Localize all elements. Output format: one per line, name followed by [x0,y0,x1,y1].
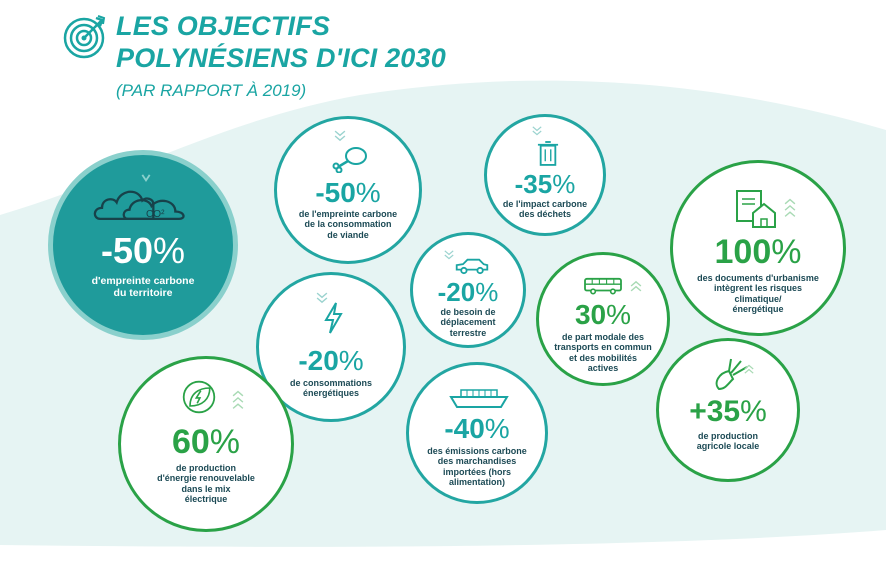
renewable-energy-leaf-icon [182,380,216,414]
meat-icon [332,147,367,173]
target-description: de production d'énergie renouvelable dan… [157,463,255,505]
target-value: -50% [315,177,381,208]
chevrons-up-icon [784,198,796,217]
lightning-icon [324,302,343,334]
target-value: 30% [574,299,632,330]
page-title-line-2: POLYNÉSIENS D'ICI 2030 [116,43,446,73]
page-subtitle: (PAR RAPPORT À 2019) [116,81,307,100]
target-imported-goods-emissions: -40% des émissions carbone des marchandi… [406,362,548,504]
target-description: d'empreinte carbone du territoire [91,275,195,300]
target-value: -20% [298,345,364,376]
target-value: -20% [437,277,499,307]
trash-can-icon [537,141,559,166]
ship-icon [449,389,509,408]
chevrons-down-icon [444,250,454,260]
car-icon [455,258,489,275]
target-description: des documents d'urbanisme intègrent les … [697,273,819,315]
target-value: -35% [514,169,576,199]
target-description: des émissions carbone des marchandises i… [427,446,527,488]
chevrons-down-icon [334,130,346,142]
target-public-transport-share: 30% de part modale des transports en com… [536,252,670,386]
target-description: de consommations énergétiques [289,378,372,399]
target-waste-impact: -35% de l'impact carbone des déchets [484,114,606,236]
target-description: de part modale des transports en commun … [554,332,652,374]
chevrons-down-icon [316,292,328,304]
target-meat-consumption: -50% de l'empreinte carbone de la consom… [274,116,422,264]
cloud-co2-icon: CO² [93,174,185,220]
target-description: de l'impact carbone des déchets [502,199,588,220]
target-icon [63,15,106,59]
chevrons-up-icon [232,390,244,409]
target-travel-need: -20% de besoin de déplacement terrestre [410,232,526,348]
chevrons-down-icon [532,126,542,136]
bus-icon [584,277,622,295]
co2-label: CO² [146,209,165,220]
chevrons-up-icon [744,364,754,374]
target-local-agriculture: +35% de production agricole locale [656,338,800,482]
target-value: -50% [100,230,186,271]
page-title-line-1: LES OBJECTIFS [116,11,331,41]
target-description: de production agricole locale [696,431,760,452]
target-value: 100% [714,233,802,271]
target-renewable-energy-share: 60% de production d'énergie renouvelable… [118,356,294,532]
document-house-icon [736,190,776,228]
target-value: 60% [171,423,241,461]
target-value: +35% [689,395,767,428]
target-description: de besoin de déplacement terrestre [440,307,496,338]
chevrons-up-icon [630,280,642,292]
target-carbon-footprint-territory: CO² -50% d'empreinte carbone du territoi… [48,150,238,340]
target-urban-planning-documents: 100% des documents d'urbanisme intègrent… [670,160,846,336]
target-description: de l'empreinte carbone de la consommatio… [298,209,398,240]
target-value: -40% [444,413,510,444]
